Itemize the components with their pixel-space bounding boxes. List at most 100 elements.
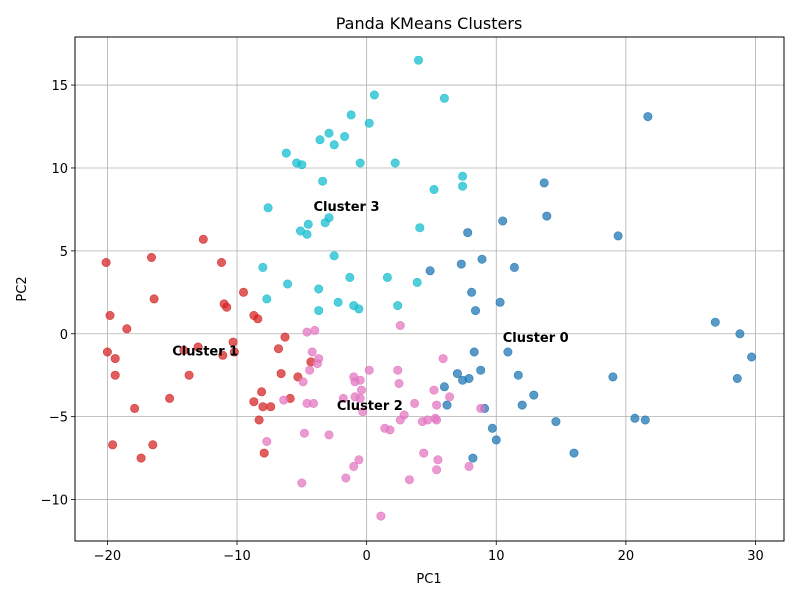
cluster-0-point [469,347,479,357]
cluster-3-point [390,158,400,168]
cluster-0-point [477,254,487,264]
cluster-3-point [258,262,268,272]
cluster-0-point [640,415,650,425]
cluster-1-point [149,294,159,304]
cluster-0-point [735,329,745,339]
cluster-0-point [613,231,623,241]
cluster-2-point [338,393,348,403]
cluster-2-point [410,398,420,408]
cluster-label: Cluster 1 [172,344,238,359]
cluster-1-point [108,440,118,450]
cluster-0-point [551,417,561,427]
cluster-0-point [442,400,452,410]
cluster-3-point [320,218,330,228]
cluster-0-point [608,372,618,382]
cluster-2-point [432,465,442,475]
cluster-label: Cluster 2 [337,399,403,414]
cluster-2-point [312,359,322,369]
cluster-1-point [130,403,140,413]
cluster-0-point [439,382,449,392]
cluster-3-point [314,306,324,316]
y-tick-label: 10 [51,162,68,177]
cluster-2-point [394,378,404,388]
cluster-3-point [314,284,324,294]
cluster-3-point [458,171,468,181]
cluster-annotations: Cluster 0 Cluster 1 Cluster 2 Cluster 3 [172,200,569,414]
cluster-0-point [498,216,508,226]
cluster-1-point [110,370,120,380]
cluster-3-point [318,176,328,186]
cluster-3-point [415,223,425,233]
cluster-2-point [341,473,351,483]
cluster-3-point [283,279,293,289]
cluster-3-point [297,160,307,170]
cluster-2-point [429,385,439,395]
cluster-3-point [369,90,379,100]
cluster-2-point [299,428,309,438]
y-axis-label: PC2 [15,276,30,301]
x-tick-label: 10 [488,549,505,564]
cluster-1-point [198,234,208,244]
cluster-0-point [495,297,505,307]
cluster-2-point [358,407,368,417]
cluster-3-point [413,55,423,65]
cluster-label: Cluster 3 [313,200,379,215]
x-tick-label: 0 [362,549,370,564]
cluster-2-point [355,393,365,403]
y-tick-label: 0 [60,328,68,343]
cluster-1-point [147,253,157,263]
cluster-1-point [136,453,146,463]
cluster-1-point [102,347,112,357]
cluster-0-point [509,262,519,272]
cluster-2-point [262,436,272,446]
cluster-1-point [273,344,283,354]
cluster-0-point [539,178,549,188]
cluster-3-point [345,272,355,282]
cluster-0-point [529,390,539,400]
plot-area: Cluster 0 Cluster 1 Cluster 2 Cluster 3 [74,36,785,542]
cluster-2-point [385,425,395,435]
cluster-3-point [324,128,334,138]
cluster-1-point [229,347,239,357]
cluster-0-point [732,373,742,383]
cluster-2-point [307,347,317,357]
cluster-1-point [266,402,276,412]
cluster-1-point [253,314,263,324]
cluster-3-point [315,135,325,145]
cluster-3-point [412,277,422,287]
cluster-2-point [350,377,360,387]
y-tick-label: 5 [60,245,68,260]
cluster-2-point [395,415,405,425]
cluster-3-point [340,132,350,142]
plot-frame [74,36,785,542]
cluster-1-point [276,369,286,379]
cluster-0-point [542,211,552,221]
y-tick-label: 15 [51,79,68,94]
cluster-0-point [468,453,478,463]
cluster-2-point [364,365,374,375]
cluster-3-point [262,294,272,304]
cluster-2-point [324,430,334,440]
cluster-3-point [346,110,356,120]
cluster-0-point [630,413,640,423]
cluster-0-point [569,448,579,458]
cluster-3-point [329,251,339,261]
cluster-2-point [419,448,429,458]
cluster-2-point [356,385,366,395]
cluster-2-point [476,403,486,413]
cluster-1-point [165,393,175,403]
cluster-2-point [310,325,320,335]
cluster-2-point [432,415,442,425]
cluster-2-point [433,455,443,465]
cluster-0-point [503,347,513,357]
cluster-3-point [382,272,392,282]
cluster-0-point [452,369,462,379]
cluster-2-point [308,398,318,408]
cluster-3-point [263,203,273,213]
data-points [101,55,757,521]
cluster-3-point [355,158,365,168]
cluster-1-point [184,370,194,380]
plot-border [74,36,785,542]
cluster-0-point [710,317,720,327]
